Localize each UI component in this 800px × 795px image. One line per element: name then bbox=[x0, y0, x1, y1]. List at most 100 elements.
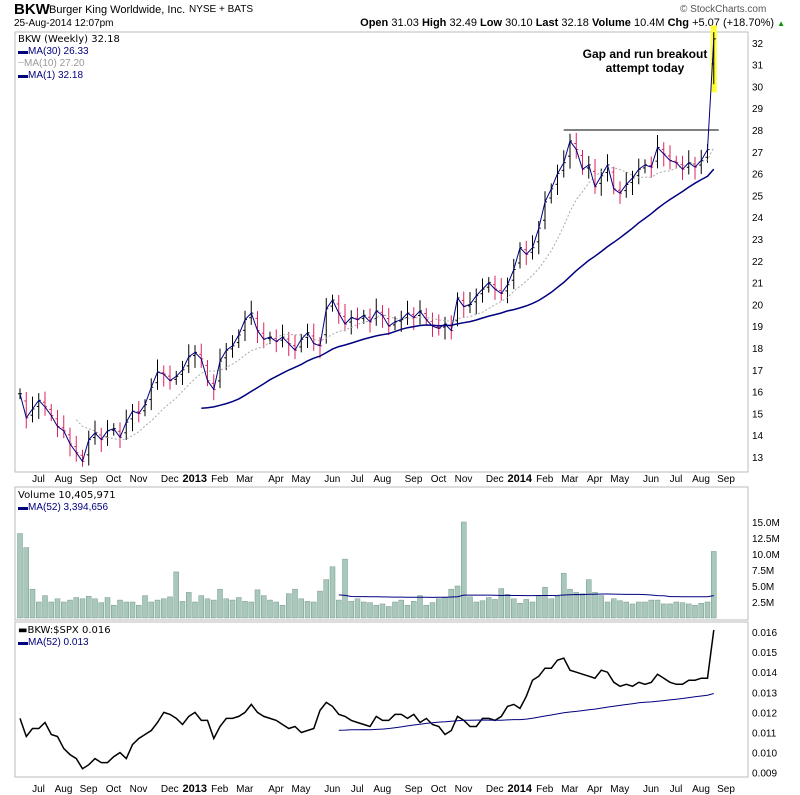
volume-bar bbox=[592, 592, 598, 619]
ratio-axis-label: 0.016 bbox=[752, 628, 777, 639]
volume-bar bbox=[417, 595, 423, 619]
price-axis-label: 18 bbox=[752, 344, 764, 355]
price-bar bbox=[555, 164, 560, 195]
ratio-legend-label: BKW:$SPX 0.016 bbox=[27, 625, 111, 636]
x-tick-label: Jul bbox=[351, 784, 364, 795]
volume-bar bbox=[98, 602, 104, 619]
x-tick-label: Apr bbox=[587, 474, 603, 485]
volume-bar bbox=[79, 598, 86, 619]
volume-bar bbox=[117, 599, 123, 619]
x-tick-label: Mar bbox=[561, 784, 579, 795]
volume-bar bbox=[573, 592, 579, 619]
x-tick-label: Sep bbox=[80, 474, 98, 485]
ratio-axis-label: 0.012 bbox=[752, 708, 777, 719]
x-tick-label: Jul bbox=[351, 474, 364, 485]
volume-bar bbox=[473, 601, 479, 619]
volume-bar bbox=[579, 593, 586, 619]
x-tick-label: Sep bbox=[80, 784, 98, 795]
x-tick-label: Nov bbox=[455, 474, 473, 485]
volume-axis-label: 2.5M bbox=[752, 598, 774, 609]
volume-bar bbox=[404, 604, 411, 619]
volume-bar bbox=[48, 601, 54, 619]
x-tick-label: 2013 bbox=[183, 473, 207, 485]
x-tick-label: Jun bbox=[324, 784, 340, 795]
copyright: © StockCharts.com bbox=[680, 4, 767, 15]
legend-ma10-label: MA(10) 27.20 bbox=[24, 58, 85, 69]
volume-bar bbox=[154, 599, 161, 619]
x-tick-label: Nov bbox=[455, 784, 473, 795]
x-tick-label: Mar bbox=[236, 474, 254, 485]
volume-bar bbox=[54, 598, 61, 619]
symbol: BKW bbox=[14, 1, 50, 18]
volume-bar bbox=[442, 597, 448, 619]
price-bar bbox=[193, 345, 197, 368]
volume-bar bbox=[229, 599, 236, 619]
x-tick-label: Sep bbox=[405, 474, 423, 485]
volume-bar bbox=[517, 603, 523, 619]
volume-bar bbox=[436, 598, 442, 619]
volume-bar bbox=[129, 601, 136, 619]
volume-bar bbox=[392, 601, 398, 619]
x-tick-label: Aug bbox=[373, 474, 391, 485]
price-bar bbox=[486, 277, 491, 293]
x-tick-label: Aug bbox=[692, 784, 710, 795]
volume-bar bbox=[617, 600, 623, 619]
volume-bar bbox=[636, 601, 642, 619]
ma30-line bbox=[201, 168, 715, 409]
x-tick-label: 2014 bbox=[508, 783, 533, 795]
volume-bar bbox=[604, 601, 611, 619]
volume-bar bbox=[642, 601, 648, 619]
volume-bar bbox=[479, 600, 486, 619]
price-axis-label: 24 bbox=[752, 213, 764, 224]
volume-bar bbox=[161, 598, 167, 619]
volume-bar bbox=[242, 601, 248, 619]
volume-bar bbox=[529, 601, 536, 619]
price-axis-label: 21 bbox=[752, 279, 764, 290]
volume-bar bbox=[273, 601, 279, 619]
price-bar bbox=[561, 150, 566, 178]
x-tick-label: 2013 bbox=[183, 783, 207, 795]
legend-ratio-ma: ▬MA(52) 0.013 bbox=[18, 637, 89, 648]
volume-bar bbox=[379, 603, 386, 619]
volume-bar bbox=[461, 521, 467, 619]
volume-bar bbox=[17, 533, 23, 619]
x-tick-label: Feb bbox=[536, 784, 554, 795]
volume-bar bbox=[236, 597, 242, 619]
volume-bar bbox=[192, 601, 198, 619]
legend-volume-ma-label: MA(52) 3,394,656 bbox=[28, 502, 109, 513]
volume-bar bbox=[629, 603, 636, 619]
volume-bar bbox=[173, 571, 179, 619]
volume-bar bbox=[254, 589, 261, 619]
volume-bar bbox=[398, 599, 404, 619]
company-name: Burger King Worldwide, Inc. bbox=[49, 4, 186, 16]
exchange: NYSE + BATS bbox=[189, 4, 254, 15]
price-bar bbox=[311, 323, 316, 351]
volume-axis-label: 15.0M bbox=[752, 518, 780, 529]
volume-label: Volume bbox=[591, 17, 631, 29]
legend-ma30-label: MA(30) 26.33 bbox=[28, 46, 89, 57]
x-tick-label: Feb bbox=[536, 474, 554, 485]
price-axis-label: 17 bbox=[752, 366, 764, 377]
panel-border bbox=[14, 486, 749, 621]
volume-bar bbox=[711, 551, 717, 619]
volume-bar bbox=[467, 596, 473, 619]
volume-bar bbox=[504, 594, 511, 619]
volume-bar bbox=[304, 601, 311, 619]
x-tick-label: Aug bbox=[55, 474, 73, 485]
price-bar bbox=[386, 307, 391, 336]
volume-bar bbox=[42, 595, 48, 619]
price-bar bbox=[693, 156, 697, 180]
volume-bar bbox=[336, 599, 342, 619]
x-tick-label: Jun bbox=[643, 474, 659, 485]
ratio-axis-label: 0.009 bbox=[752, 769, 777, 780]
volume-bar bbox=[36, 601, 42, 619]
volume-bar bbox=[248, 601, 254, 619]
volume-bar bbox=[411, 601, 417, 619]
volume-bar bbox=[111, 604, 117, 619]
price-bar bbox=[568, 133, 572, 169]
volume-bar bbox=[367, 602, 373, 619]
ratio-axis-label: 0.013 bbox=[752, 688, 777, 699]
volume-bar bbox=[186, 592, 192, 619]
ma1-line bbox=[19, 38, 715, 463]
x-tick-label: Oct bbox=[106, 784, 122, 795]
